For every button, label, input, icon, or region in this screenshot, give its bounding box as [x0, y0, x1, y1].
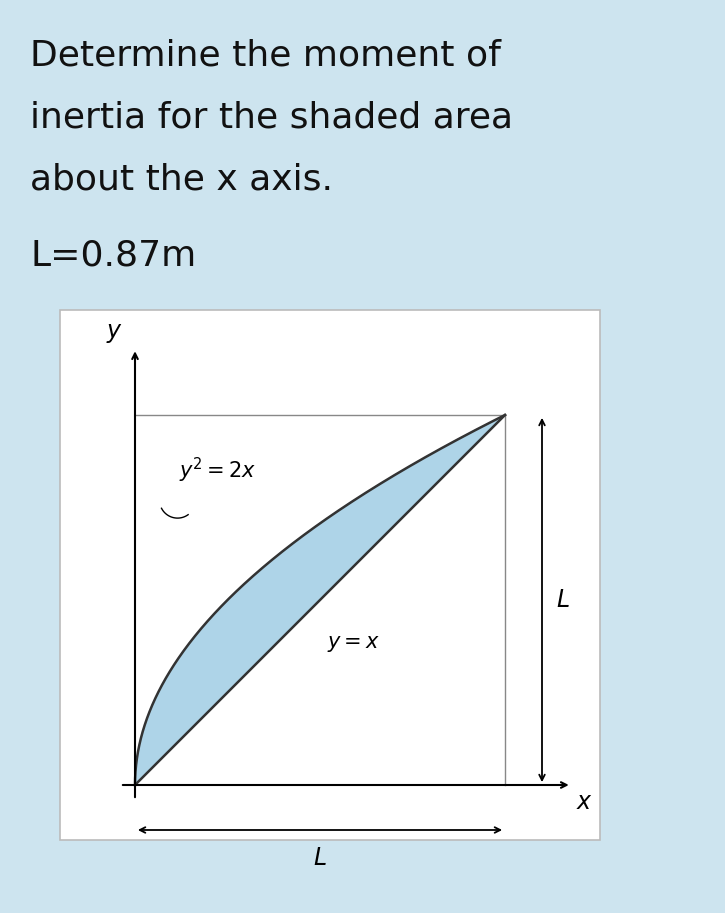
Text: L: L — [556, 588, 569, 612]
Text: about the x axis.: about the x axis. — [30, 162, 333, 196]
Bar — [60, 310, 600, 840]
Bar — [60, 310, 600, 840]
Text: Determine the moment of: Determine the moment of — [30, 38, 501, 72]
Text: x: x — [576, 790, 591, 814]
Text: $y = x$: $y = x$ — [328, 635, 381, 655]
Text: L=0.87m: L=0.87m — [30, 238, 196, 272]
Text: y: y — [107, 320, 121, 343]
Text: L: L — [313, 846, 326, 870]
Text: inertia for the shaded area: inertia for the shaded area — [30, 100, 513, 134]
Polygon shape — [135, 415, 505, 785]
Text: $y^2 = 2x$: $y^2 = 2x$ — [179, 456, 257, 485]
